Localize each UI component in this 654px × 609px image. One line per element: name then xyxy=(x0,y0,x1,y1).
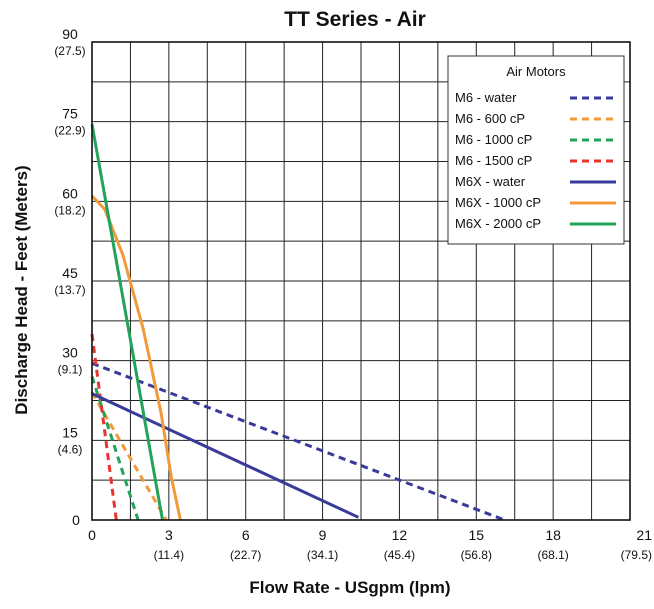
x-tick-label: 15 xyxy=(468,527,484,543)
series-layer xyxy=(90,124,506,522)
x-tick-sublabel: (34.1) xyxy=(307,548,338,562)
legend-label: M6 - 600 cP xyxy=(455,111,525,126)
y-tick-sublabel: (4.6) xyxy=(58,442,83,456)
x-tick-label: 6 xyxy=(242,527,250,543)
series-line-m6x-water xyxy=(91,392,360,519)
x-tick-sublabel: (79.5) xyxy=(621,548,652,562)
y-tick-label: 75 xyxy=(62,106,78,122)
x-tick-sublabel: (45.4) xyxy=(384,548,415,562)
x-tick-label: 0 xyxy=(88,527,96,543)
plot-frame xyxy=(91,41,631,521)
x-tick-sublabel: (56.8) xyxy=(461,548,492,562)
x-tick-label: 3 xyxy=(165,527,173,543)
y-tick-label: 45 xyxy=(62,265,78,281)
legend-title: Air Motors xyxy=(506,64,566,79)
y-axis-label: Discharge Head - Feet (Meters) xyxy=(12,165,31,414)
x-tick-label: 21 xyxy=(636,527,652,543)
y-tick-label: 60 xyxy=(62,185,78,201)
y-tick-sublabel: (9.1) xyxy=(58,363,83,377)
series-line-m6-water xyxy=(91,361,506,522)
x-axis-label: Flow Rate - USgpm (lpm) xyxy=(249,578,450,597)
y-tick-sublabel: (18.2) xyxy=(54,203,85,217)
legend-label: M6 - water xyxy=(455,90,517,105)
y-tick-label: 15 xyxy=(62,424,78,440)
y-tick-label: 0 xyxy=(72,512,80,528)
legend-label: M6X - 1000 cP xyxy=(455,195,541,210)
x-tick-sublabel: (11.4) xyxy=(154,548,184,562)
y-tick-label: 90 xyxy=(62,26,78,42)
series-line-m6x-2000-cp xyxy=(90,124,164,521)
legend: Air Motors M6 - water M6 - 600 cP M6 - 100… xyxy=(447,55,625,245)
y-tick-label: 30 xyxy=(62,345,78,361)
x-tick-label: 9 xyxy=(319,527,327,543)
x-tick-label: 18 xyxy=(545,527,561,543)
y-tick-sublabel: (22.9) xyxy=(54,124,85,138)
legend-label: M6 - 1000 cP xyxy=(455,132,532,147)
legend-label: M6X - water xyxy=(455,174,526,189)
series-line-m6x-1000-cp xyxy=(90,194,182,521)
legend-label: M6X - 2000 cP xyxy=(455,216,541,231)
x-tick-sublabel: (68.1) xyxy=(537,548,568,562)
x-axis-ticks: 0 3 (11.4) 6 (22.7) 9 (34.1) 12 (45.4) 15 (56.8) 18… xyxy=(88,527,652,562)
y-axis-ticks: 0 15 (4.6) 30 (9.1) 45 (13.7) 60 (18.2) 75 (22.9) 9… xyxy=(54,26,85,528)
legend-label: M6 - 1500 cP xyxy=(455,153,532,168)
series-line-m6-1500-cp xyxy=(90,333,118,521)
chart-title: TT Series - Air xyxy=(284,8,426,31)
x-tick-label: 12 xyxy=(392,527,408,543)
legend-box xyxy=(447,55,625,245)
x-tick-sublabel: (22.7) xyxy=(230,548,261,562)
y-tick-sublabel: (13.7) xyxy=(54,283,85,297)
y-tick-sublabel: (27.5) xyxy=(54,44,85,58)
